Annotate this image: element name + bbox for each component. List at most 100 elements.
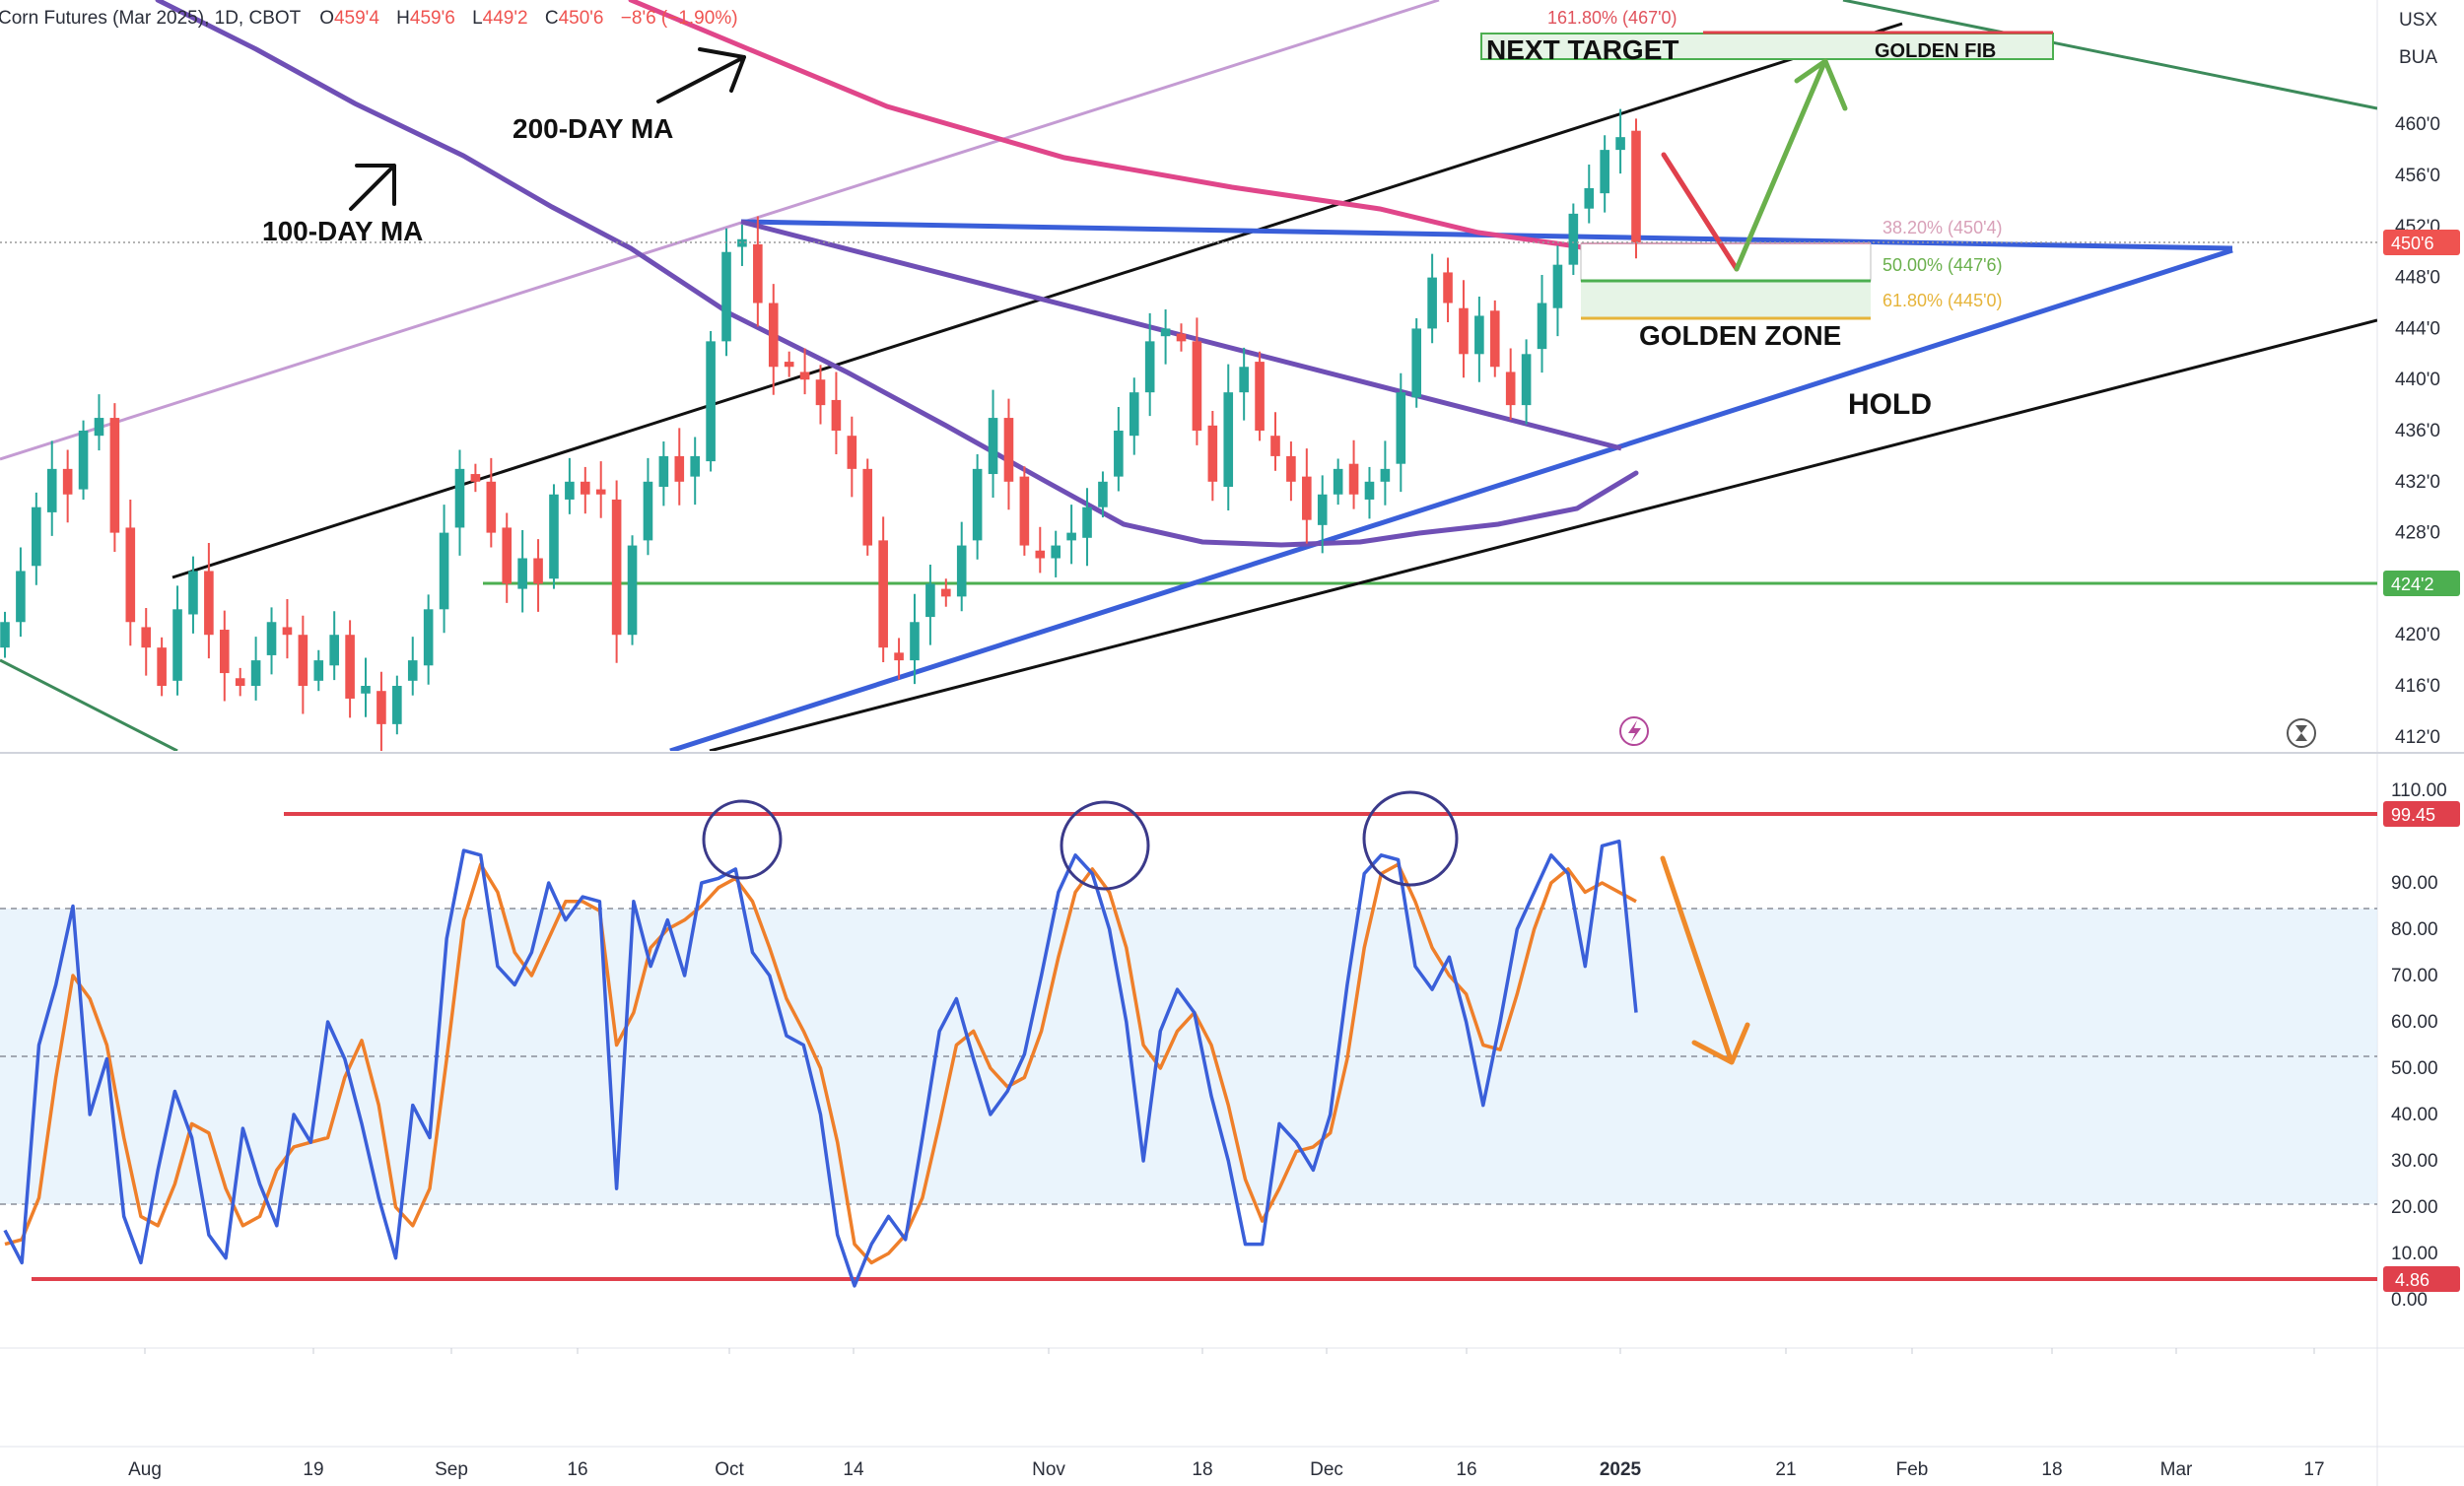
candle-body — [1176, 333, 1187, 342]
symbol-title: Corn Futures (Mar 2025), 1D, CBOT — [0, 8, 302, 29]
candle-body — [16, 571, 26, 623]
time-tick-label: Aug — [128, 1459, 162, 1480]
close-label: C — [545, 8, 559, 29]
candle-body — [1035, 550, 1046, 559]
symbol-header[interactable]: Corn Futures (Mar 2025), 1D, CBOT O459'4… — [0, 8, 738, 29]
osc-tick-label: 70.00 — [2391, 966, 2438, 986]
price-tick-label: 440'0 — [2395, 370, 2440, 390]
blue-trend-lower[interactable] — [669, 247, 2233, 751]
candle-body — [690, 455, 700, 477]
candle-body — [1521, 354, 1532, 406]
time-tick-label: 21 — [1775, 1459, 1796, 1480]
unit-button[interactable]: BUA — [2383, 39, 2460, 73]
osc-tick-label: 0.00 — [2391, 1290, 2428, 1311]
svg-text:USX: USX — [2399, 10, 2437, 31]
candle-body — [941, 588, 951, 597]
candle-body — [1348, 463, 1359, 495]
time-tick-label: 2025 — [1600, 1459, 1642, 1480]
ma100-pointer-arrow[interactable] — [349, 164, 396, 211]
candle-body — [361, 686, 371, 694]
candle-body — [1333, 468, 1343, 495]
candle-body — [956, 545, 967, 597]
candle-body — [1114, 431, 1124, 477]
orange-projection-arrow[interactable] — [1660, 855, 1750, 1065]
svg-text:4.86: 4.86 — [2395, 1270, 2430, 1290]
price-axis[interactable]: 460'0456'0452'0448'0444'0440'0436'0432'0… — [2395, 114, 2440, 748]
open-value: 459'4 — [334, 8, 379, 29]
time-tick-label: 16 — [567, 1459, 587, 1480]
high-label: H — [396, 8, 410, 29]
candle-body — [94, 418, 104, 437]
green-projection-arrow[interactable] — [1734, 62, 1826, 272]
fib-50-label: 50.00% (447'6) — [1882, 255, 2003, 275]
red-projection-arrow[interactable] — [1661, 152, 1740, 272]
candlestick-series — [0, 108, 1641, 751]
candle-body — [517, 558, 527, 589]
candle-body — [1192, 341, 1202, 432]
osc-tick-label: 110.00 — [2391, 780, 2447, 801]
candle-body — [1474, 315, 1484, 355]
candle-body — [925, 583, 935, 618]
time-tick-label: 18 — [2041, 1459, 2062, 1480]
candle-body — [470, 474, 481, 482]
currency-button[interactable]: USX — [2383, 2, 2460, 35]
candle-body — [988, 418, 998, 475]
candle-body — [847, 436, 857, 469]
candle-body — [46, 468, 57, 512]
candle-body — [157, 647, 167, 687]
candle-body — [219, 630, 230, 674]
candle-body — [298, 635, 308, 687]
osc-tick-label: 60.00 — [2391, 1012, 2438, 1033]
candle-body — [549, 494, 559, 579]
upper-channel-line-pink[interactable] — [0, 0, 1440, 461]
price-tick-label: 460'0 — [2395, 114, 2440, 135]
time-axis[interactable]: Aug 19 Sep 16 Oct 14 Nov 18 Dec 16 2025 21 Feb 18 Mar 1… — [128, 1348, 2325, 1480]
time-tick-label: Oct — [715, 1459, 744, 1480]
green-downtrend-line-top[interactable] — [1842, 0, 2377, 110]
ma100-label: 100-DAY MA — [262, 216, 423, 246]
candle-body — [737, 238, 747, 247]
candle-body — [0, 622, 10, 648]
stoch-k-line[interactable] — [3, 839, 1638, 1288]
candle-body — [1380, 468, 1391, 482]
osc-tick-label: 10.00 — [2391, 1244, 2438, 1264]
candle-body — [1459, 307, 1469, 355]
osc-tick-label: 80.00 — [2391, 919, 2438, 940]
candle-body — [235, 678, 245, 687]
candle-body — [1255, 362, 1265, 432]
price-tick-label: 444'0 — [2395, 318, 2440, 339]
green-downtrend-line-left[interactable] — [0, 658, 178, 751]
candle-body — [266, 622, 277, 655]
lightning-icon[interactable] — [1619, 716, 1649, 746]
overbought-circle-nov[interactable] — [1060, 800, 1150, 891]
candle-body — [533, 558, 543, 584]
fib-box-50-618[interactable] — [1581, 281, 1871, 318]
oscillator-axis[interactable]: 110.00 90.00 80.00 70.00 60.00 50.00 40.00 30.0… — [2391, 780, 2447, 1311]
price-tick-label: 420'0 — [2395, 625, 2440, 645]
candle-body — [1270, 436, 1280, 456]
candle-body — [78, 431, 89, 490]
candle-body — [1600, 150, 1609, 194]
time-tick-label: Mar — [2160, 1459, 2193, 1480]
candle-body — [376, 691, 386, 724]
candle-body — [345, 635, 355, 699]
ma-100-line[interactable] — [155, 0, 1639, 548]
ma200-pointer-arrow[interactable] — [656, 47, 746, 103]
candle-body — [627, 545, 638, 636]
candle-body — [188, 571, 198, 615]
candle-body — [658, 455, 669, 487]
hourglass-icon[interactable] — [2287, 718, 2316, 748]
stoch-d-line[interactable] — [4, 862, 1637, 1265]
overbought-circle-dec[interactable] — [1362, 790, 1459, 887]
time-tick-label: 17 — [2303, 1459, 2324, 1480]
green-arrowhead — [1794, 58, 1848, 111]
candle-body — [595, 489, 606, 495]
candle-body — [502, 527, 513, 584]
candle-body — [329, 635, 339, 666]
time-tick-label: 19 — [303, 1459, 323, 1480]
candle-body — [768, 303, 779, 368]
overbought-circle-oct[interactable] — [702, 799, 783, 880]
fib-1618-label: 161.80% (467'0) — [1547, 8, 1677, 28]
black-channel-lower[interactable] — [709, 318, 2377, 751]
